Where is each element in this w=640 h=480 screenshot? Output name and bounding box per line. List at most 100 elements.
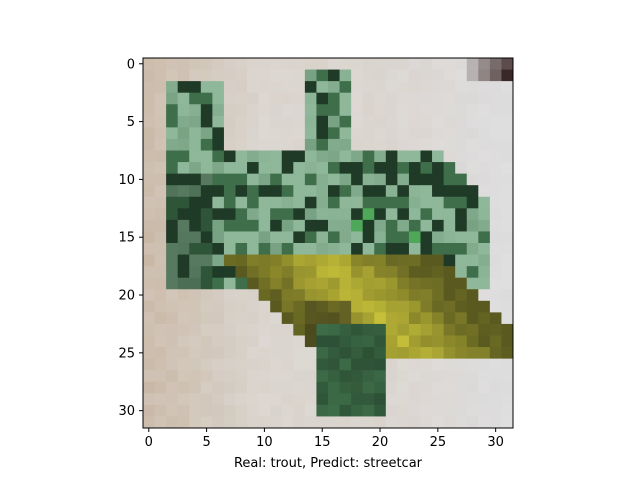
heatmap-cell: [304, 289, 317, 302]
heatmap-cell: [385, 416, 398, 429]
heatmap-cell: [374, 185, 387, 198]
heatmap-cell: [177, 347, 190, 360]
heatmap-cell: [304, 370, 317, 383]
heatmap-cell: [432, 347, 445, 360]
heatmap-cell: [281, 81, 294, 94]
heatmap-cell: [177, 381, 190, 394]
heatmap-cell: [374, 162, 387, 175]
heatmap-cell: [166, 92, 179, 105]
heatmap-cell: [200, 347, 213, 360]
heatmap-cell: [432, 127, 445, 140]
heatmap-cell: [189, 254, 202, 267]
heatmap-cell: [501, 347, 514, 360]
heatmap-cell: [166, 404, 179, 417]
heatmap-cell: [293, 358, 306, 371]
heatmap-cell: [154, 208, 167, 221]
heatmap-cell: [362, 347, 375, 360]
heatmap-cell: [397, 289, 410, 302]
heatmap-cell: [189, 150, 202, 163]
heatmap-cell: [293, 81, 306, 94]
heatmap-cell: [362, 173, 375, 186]
heatmap-cell: [223, 393, 236, 406]
heatmap-cell: [351, 162, 364, 175]
heatmap-cell: [281, 300, 294, 313]
heatmap-cell: [489, 138, 502, 151]
x-tick-label: 30: [487, 435, 504, 450]
heatmap-cell: [154, 219, 167, 232]
heatmap-cell: [304, 219, 317, 232]
heatmap-cell: [200, 196, 213, 209]
heatmap-cell: [166, 162, 179, 175]
heatmap-cell: [351, 231, 364, 244]
heatmap-cell: [397, 185, 410, 198]
heatmap-cell: [328, 185, 340, 198]
heatmap-cell: [385, 115, 398, 128]
heatmap-cell: [455, 104, 468, 117]
heatmap-cell: [212, 196, 225, 209]
heatmap-cell: [189, 289, 202, 302]
heatmap-cell: [443, 208, 456, 221]
heatmap-cell: [489, 69, 502, 82]
heatmap-cell: [235, 381, 248, 394]
heatmap-cell: [258, 231, 271, 244]
heatmap-cell: [432, 266, 445, 279]
heatmap-cell: [408, 58, 421, 70]
y-tick-label: 20: [118, 289, 135, 304]
heatmap-cell: [200, 208, 213, 221]
heatmap-cell: [466, 231, 479, 244]
heatmap-cell: [362, 358, 375, 371]
heatmap-cell: [466, 138, 479, 151]
heatmap-cell: [339, 138, 352, 151]
heatmap-cell: [200, 404, 213, 417]
heatmap-cell: [385, 300, 398, 313]
heatmap-cell: [281, 404, 294, 417]
heatmap-cell: [223, 58, 236, 70]
heatmap-cell: [154, 323, 167, 336]
heatmap-cell: [489, 150, 502, 163]
heatmap-cell: [154, 416, 167, 429]
heatmap-cell: [304, 69, 317, 82]
heatmap-cell: [316, 138, 329, 151]
heatmap-cell: [397, 162, 410, 175]
heatmap-cell: [443, 335, 456, 348]
heatmap-cell: [281, 138, 294, 151]
heatmap-cell: [166, 393, 179, 406]
heatmap-cell: [466, 58, 479, 70]
heatmap-cell: [420, 162, 433, 175]
heatmap-cell: [432, 115, 445, 128]
heatmap-cell: [443, 138, 456, 151]
heatmap-cell: [143, 69, 155, 82]
heatmap-cell: [328, 196, 340, 209]
heatmap-cell: [281, 393, 294, 406]
heatmap-cell: [351, 266, 364, 279]
heatmap-cell: [258, 243, 271, 255]
heatmap-cell: [455, 138, 468, 151]
heatmap-cell: [316, 335, 329, 348]
heatmap-cell: [432, 335, 445, 348]
heatmap-cell: [408, 277, 421, 290]
heatmap-cell: [362, 104, 375, 117]
heatmap-cell: [455, 254, 468, 267]
heatmap-cell: [432, 243, 445, 255]
heatmap-cell: [466, 243, 479, 255]
heatmap-cell: [154, 162, 167, 175]
heatmap-cell: [362, 277, 375, 290]
heatmap-cell: [235, 254, 248, 267]
heatmap-cell: [466, 208, 479, 221]
heatmap-cell: [316, 300, 329, 313]
heatmap-cell: [235, 323, 248, 336]
heatmap-cell: [466, 347, 479, 360]
heatmap-cell: [154, 196, 167, 209]
heatmap-cell: [374, 404, 387, 417]
heatmap-cell: [478, 254, 491, 267]
heatmap-cell: [247, 104, 260, 117]
heatmap-cell: [223, 69, 236, 82]
heatmap-cell: [316, 404, 329, 417]
heatmap-cell: [385, 404, 398, 417]
heatmap-cell: [489, 347, 502, 360]
heatmap-cell: [304, 162, 317, 175]
heatmap-cell: [270, 347, 283, 360]
heatmap-cell: [489, 162, 502, 175]
heatmap-cell: [443, 81, 456, 94]
